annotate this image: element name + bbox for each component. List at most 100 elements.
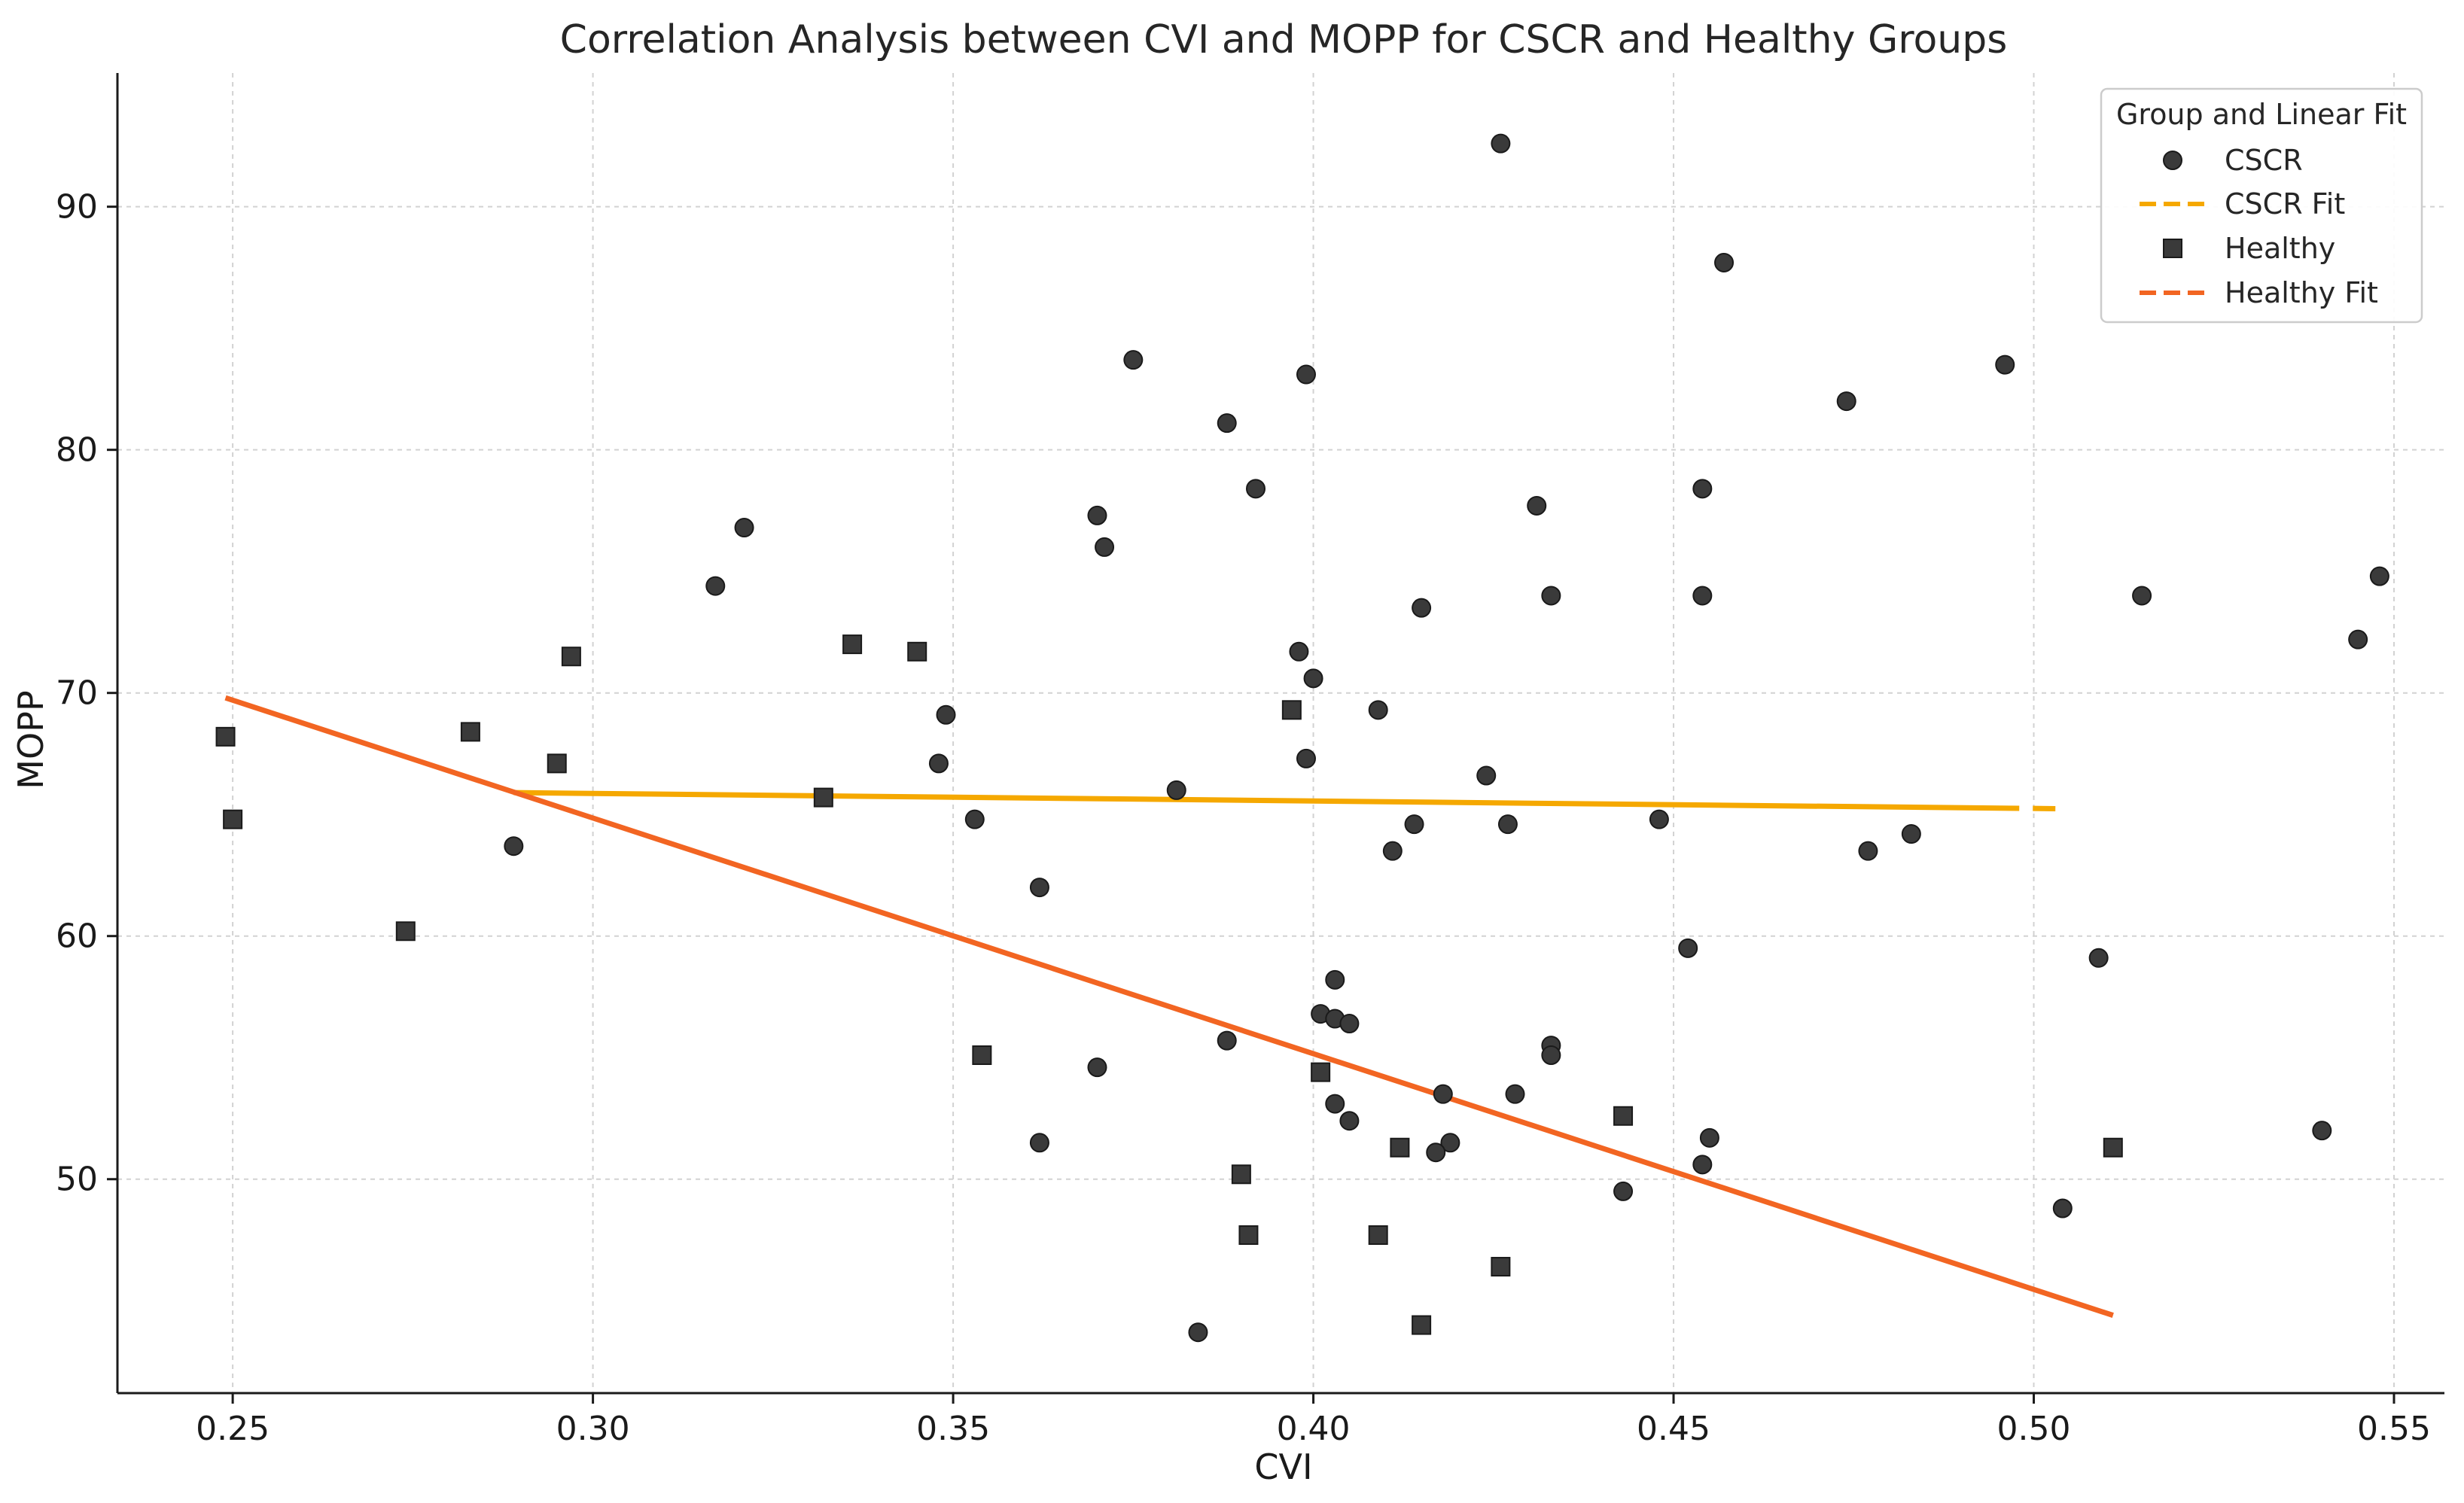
x-axis-title: CVI: [1254, 1447, 1312, 1487]
healthy-point: [1238, 1225, 1259, 1246]
cscr-fit-line: [513, 790, 2380, 815]
y-tick-label: 50: [56, 1161, 98, 1199]
x-tick-label: 0.25: [196, 1410, 270, 1448]
fit-lines: [224, 695, 2380, 1318]
cscr-point: [2132, 586, 2152, 606]
cscr-point: [1339, 1111, 1360, 1131]
cscr-point: [936, 704, 956, 725]
cscr-point: [2088, 948, 2109, 968]
cscr-point: [1217, 413, 1237, 434]
cscr-point: [1296, 748, 1316, 768]
healthy-point: [1368, 1225, 1388, 1246]
x-tick-label: 0.35: [916, 1410, 990, 1448]
healthy-point: [1613, 1106, 1634, 1126]
healthy-point: [972, 1045, 992, 1066]
cscr-point: [1029, 1133, 1049, 1153]
cscr-point: [1692, 1155, 1713, 1175]
y-tick-label: 60: [56, 917, 98, 956]
cscr-point: [1649, 809, 1669, 829]
cscr-point: [2348, 629, 2368, 650]
cscr-point: [1123, 350, 1144, 370]
cscr-point: [1692, 479, 1713, 499]
y-tick-label: 80: [56, 431, 98, 470]
data-points: [215, 133, 2389, 1343]
cscr-point: [1858, 841, 1878, 861]
healthy-point: [907, 641, 927, 662]
cscr-point: [928, 753, 949, 774]
healthy-point: [2103, 1137, 2123, 1158]
legend-label-healthy: Healthy: [2225, 232, 2335, 265]
x-tick-label: 0.45: [1637, 1410, 1710, 1448]
cscr-point: [2052, 1198, 2073, 1219]
cscr-point: [1505, 1084, 1525, 1104]
cscr-point: [1368, 700, 1388, 720]
cscr-point: [1678, 938, 1698, 958]
legend-cscr-marker: [2163, 151, 2182, 170]
legend-label-healthy-fit: Healthy Fit: [2225, 276, 2378, 309]
x-tick-label: 0.50: [1997, 1410, 2071, 1448]
cscr-point: [734, 518, 754, 538]
legend-healthy-marker: [2163, 239, 2182, 258]
x-tick-label: 0.30: [556, 1410, 630, 1448]
healthy-point: [547, 753, 567, 774]
cscr-point: [1699, 1127, 1719, 1148]
cscr-point: [1440, 1133, 1460, 1153]
healthy-point: [215, 726, 236, 747]
y-tick-label: 70: [56, 674, 98, 713]
cscr-point: [1995, 354, 2015, 375]
cscr-point: [1404, 814, 1424, 835]
healthy-point: [395, 921, 416, 942]
cscr-point: [1339, 1014, 1360, 1034]
cscr-point: [1029, 878, 1049, 898]
legend-label-cscr-fit: CSCR Fit: [2225, 187, 2345, 221]
cscr-point: [1491, 133, 1511, 154]
cscr-point: [1836, 391, 1856, 412]
legend-frame: [2100, 87, 2423, 324]
cscr-point: [1426, 1142, 1446, 1163]
cscr-point: [1901, 824, 1921, 844]
cscr-point: [705, 576, 726, 596]
cscr-point: [1325, 1094, 1345, 1114]
cscr-point: [1188, 1322, 1208, 1343]
cscr-point: [1289, 641, 1309, 662]
cscr-point: [964, 809, 985, 829]
chart-title: Correlation Analysis between CVI and MOP…: [560, 17, 2008, 62]
cscr-point: [1217, 1030, 1237, 1051]
y-tick-label: 90: [56, 188, 98, 227]
healthy-point: [223, 809, 243, 829]
healthy-point: [1390, 1137, 1410, 1158]
healthy-point: [1491, 1257, 1511, 1277]
x-tick-label: 0.40: [1277, 1410, 1351, 1448]
cscr-point: [1382, 841, 1403, 861]
cscr-point: [1303, 668, 1323, 689]
healthy-point: [1412, 1315, 1432, 1335]
cscr-point: [2369, 566, 2389, 586]
cscr-point: [1246, 479, 1266, 499]
cscr-point: [1714, 252, 1735, 272]
cscr-point: [2312, 1121, 2332, 1141]
axes: [116, 73, 2444, 1395]
legend-label-cscr: CSCR: [2225, 144, 2303, 177]
tick-labels: 0.25 0.30 0.35 0.40 0.45 0.50 0.55 50 60 70 80 90: [56, 188, 2431, 1448]
cscr-point: [1095, 537, 1115, 557]
cscr-point: [1412, 598, 1432, 618]
cscr-point: [1166, 780, 1186, 800]
cscr-point: [1087, 1057, 1107, 1078]
cscr-point: [1325, 969, 1345, 990]
cscr-point: [1541, 1045, 1561, 1066]
cscr-point: [1087, 505, 1107, 525]
healthy-point: [460, 722, 480, 742]
healthy-point: [813, 787, 833, 808]
healthy-point: [561, 647, 581, 667]
healthy-fit-line: [224, 695, 2114, 1318]
cscr-point: [1527, 495, 1547, 516]
cscr-point: [504, 836, 524, 856]
cscr-point: [1692, 586, 1713, 606]
cscr-point: [1613, 1181, 1634, 1201]
healthy-point: [1311, 1062, 1331, 1082]
legend-title: Group and Linear Fit: [2116, 98, 2407, 131]
x-tick-label: 0.55: [2357, 1410, 2431, 1448]
cscr-point: [1476, 765, 1497, 786]
cscr-point: [1296, 364, 1316, 385]
